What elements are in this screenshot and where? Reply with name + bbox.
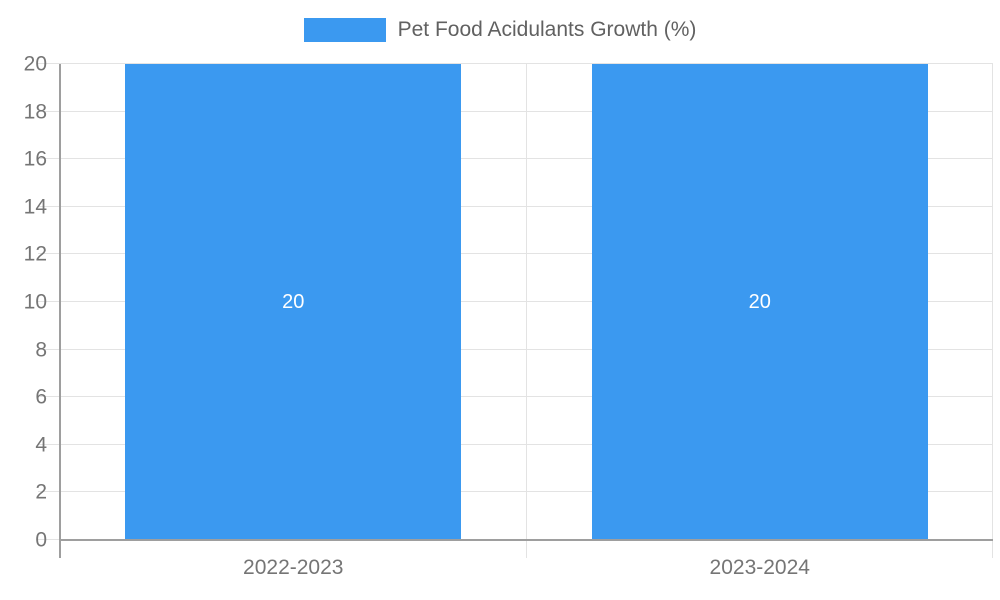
gridline xyxy=(38,443,993,445)
bar-value-label: 20 xyxy=(282,290,305,313)
gridline xyxy=(38,348,993,350)
bar[interactable]: 20 xyxy=(591,64,928,540)
y-axis-line xyxy=(59,64,61,558)
bar[interactable]: 20 xyxy=(125,64,462,540)
y-tick-label: 16 xyxy=(23,147,47,171)
y-tick-label: 0 xyxy=(35,528,47,552)
legend-swatch xyxy=(303,18,386,42)
plot-right-border xyxy=(992,64,993,558)
gridline xyxy=(38,491,993,493)
x-category-label: 2023-2024 xyxy=(709,556,810,579)
y-tick-label: 10 xyxy=(23,290,47,314)
gridline xyxy=(38,205,993,207)
x-category-label: 2022-2023 xyxy=(243,556,344,579)
y-tick-label: 14 xyxy=(23,195,47,219)
category-divider xyxy=(525,64,527,558)
x-axis-line xyxy=(60,539,993,541)
gridline xyxy=(38,110,993,112)
bar-value-label: 20 xyxy=(748,290,771,313)
y-tick-label: 12 xyxy=(23,242,47,266)
legend-label: Pet Food Acidulants Growth (%) xyxy=(397,18,697,41)
gridline xyxy=(38,301,993,302)
gridline xyxy=(38,63,993,64)
y-tick-label: 6 xyxy=(35,385,47,409)
gridline xyxy=(38,158,993,160)
gridline xyxy=(38,396,993,398)
y-tick-label: 4 xyxy=(35,433,47,457)
gridline xyxy=(38,253,993,255)
y-tick-label: 8 xyxy=(35,338,47,362)
legend[interactable]: Pet Food Acidulants Growth (%) xyxy=(0,18,1000,42)
y-tick-label: 18 xyxy=(23,100,47,124)
y-tick-label: 2 xyxy=(35,480,47,504)
plot-area: 20 20 0 2 4 6 8 10 12 14 16 18 20 2022-2023 2023-2024 xyxy=(24,54,993,579)
y-tick-label: 20 xyxy=(23,52,47,76)
